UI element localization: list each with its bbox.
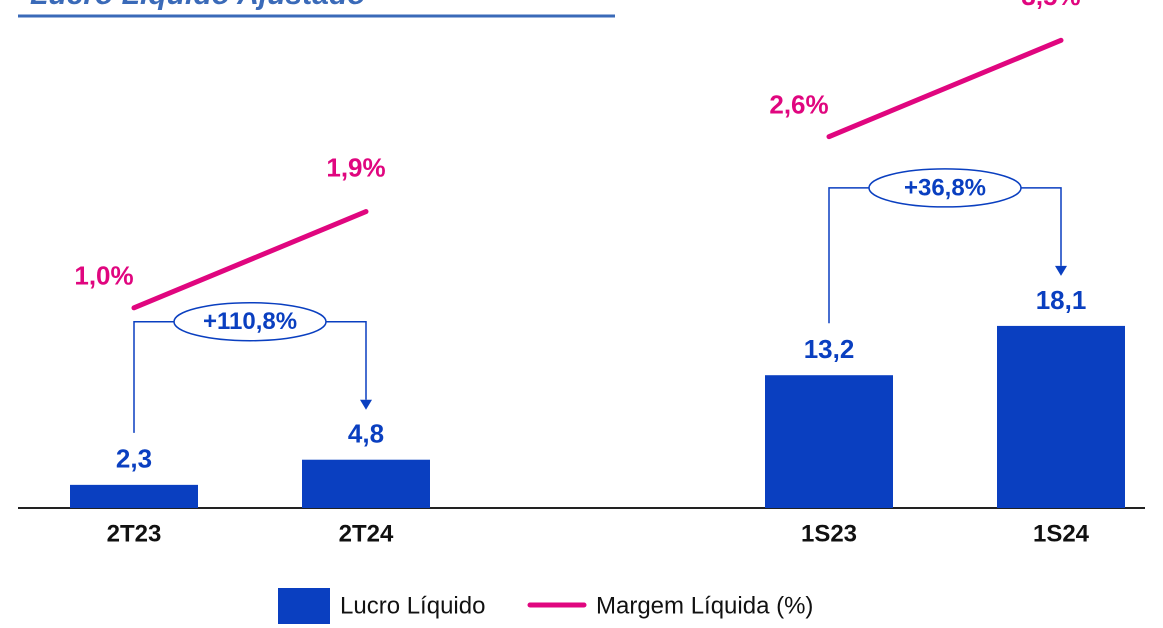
bar (302, 459, 430, 508)
growth-arrow (360, 399, 372, 410)
growth-arrow (1055, 265, 1067, 276)
bar-value-label: 18,1 (1036, 285, 1087, 315)
chart-title: Lucro Líquido Ajustado (30, 0, 366, 11)
bar (70, 484, 198, 508)
legend-label: Lucro Líquido (340, 592, 485, 619)
bar-value-label: 2,3 (116, 444, 152, 474)
margin-label: 2,6% (769, 90, 828, 120)
x-tick-label: 1S24 (1033, 520, 1090, 547)
x-tick-label: 2T23 (107, 520, 162, 547)
growth-badge (868, 168, 1022, 208)
x-tick-label: 1S23 (801, 520, 857, 547)
margin-label: 1,9% (326, 152, 385, 182)
growth-bracket (828, 187, 1062, 324)
growth-badge (173, 301, 327, 342)
bar (765, 375, 893, 508)
legend-swatch (278, 588, 330, 624)
growth-label: +110,8% (203, 308, 297, 335)
bar (997, 325, 1125, 508)
growth-label: +36,8% (904, 174, 986, 201)
margin-line (826, 37, 1064, 140)
legend-label: Margem Líquida (%) (596, 592, 813, 619)
bar-value-label: 4,8 (348, 419, 384, 449)
bar-value-label: 13,2 (804, 334, 855, 364)
margin-label: 1,0% (74, 261, 133, 291)
margin-line (131, 209, 369, 311)
margin-label: 3,5% (1021, 0, 1080, 11)
x-tick-label: 2T24 (339, 520, 394, 547)
